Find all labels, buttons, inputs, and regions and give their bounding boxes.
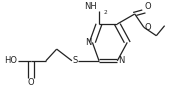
Text: NH: NH — [85, 2, 97, 11]
Text: O: O — [144, 23, 151, 32]
Text: HO: HO — [4, 56, 17, 65]
Text: 2: 2 — [103, 10, 107, 15]
Text: O: O — [145, 2, 151, 11]
Text: O: O — [28, 78, 34, 87]
Text: S: S — [72, 56, 78, 65]
Text: N: N — [118, 56, 124, 65]
Text: N: N — [85, 38, 91, 47]
